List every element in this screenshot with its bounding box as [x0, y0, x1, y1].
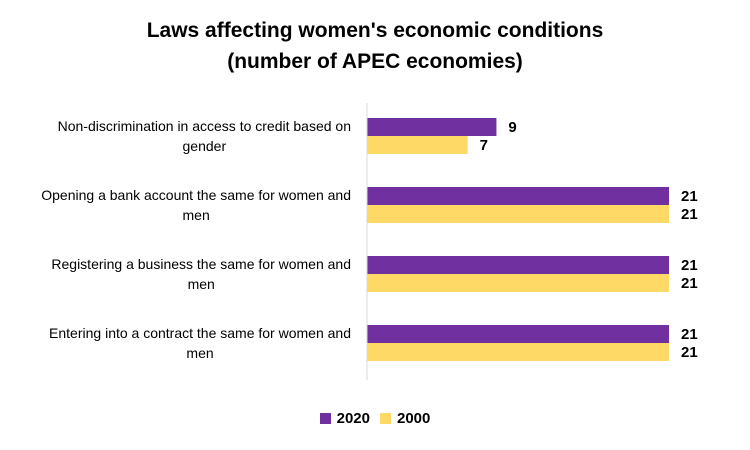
- bar-2020-3: [367, 325, 669, 343]
- bar-2000-0: [367, 136, 468, 154]
- legend-label-2000: 2000: [397, 410, 431, 427]
- data-label-2020-0: 9: [508, 119, 516, 136]
- data-label-2000-1: 21: [681, 206, 698, 223]
- data-label-2020-1: 21: [681, 188, 698, 205]
- bar-2020-2: [367, 256, 669, 274]
- data-label-2020-3: 21: [681, 326, 698, 343]
- bar-2020-0: [367, 118, 497, 136]
- category-label-2-line-0: Registering a business the same for wome…: [51, 256, 351, 272]
- data-label-2020-2: 21: [681, 257, 698, 274]
- category-label-3-line-0: Entering into a contract the same for wo…: [49, 325, 351, 341]
- category-label-0-line-1: gender: [183, 138, 227, 154]
- legend-item-2020: 2020: [319, 410, 370, 427]
- category-label-1-line-0: Opening a bank account the same for wome…: [41, 187, 351, 203]
- legend: 2020 2000: [0, 410, 750, 427]
- category-label-2-line-1: men: [188, 276, 215, 292]
- bar-2000-3: [367, 343, 669, 361]
- bar-chart: 9 7 Non-discrimination in access to credit…: [41, 103, 698, 380]
- bar-2000-1: [367, 205, 669, 223]
- data-label-2000-0: 7: [480, 137, 488, 154]
- data-label-2000-3: 21: [681, 344, 698, 361]
- data-label-2000-2: 21: [681, 275, 698, 292]
- bar-2000-2: [367, 274, 669, 292]
- bar-2020-1: [367, 187, 669, 205]
- chart-title-line-1: Laws affecting women's economic conditio…: [146, 19, 604, 42]
- category-label-0-line-0: Non-discrimination in access to credit b…: [58, 118, 351, 134]
- chart-title-line-2: (number of APEC economies): [227, 50, 523, 73]
- category-label-3-line-1: men: [186, 345, 213, 361]
- legend-label-2020: 2020: [336, 410, 370, 427]
- legend-swatch-2020: [319, 413, 331, 424]
- category-label-1-line-1: men: [183, 207, 210, 223]
- legend-item-2000: 2000: [380, 410, 430, 427]
- legend-swatch-2000: [380, 413, 391, 424]
